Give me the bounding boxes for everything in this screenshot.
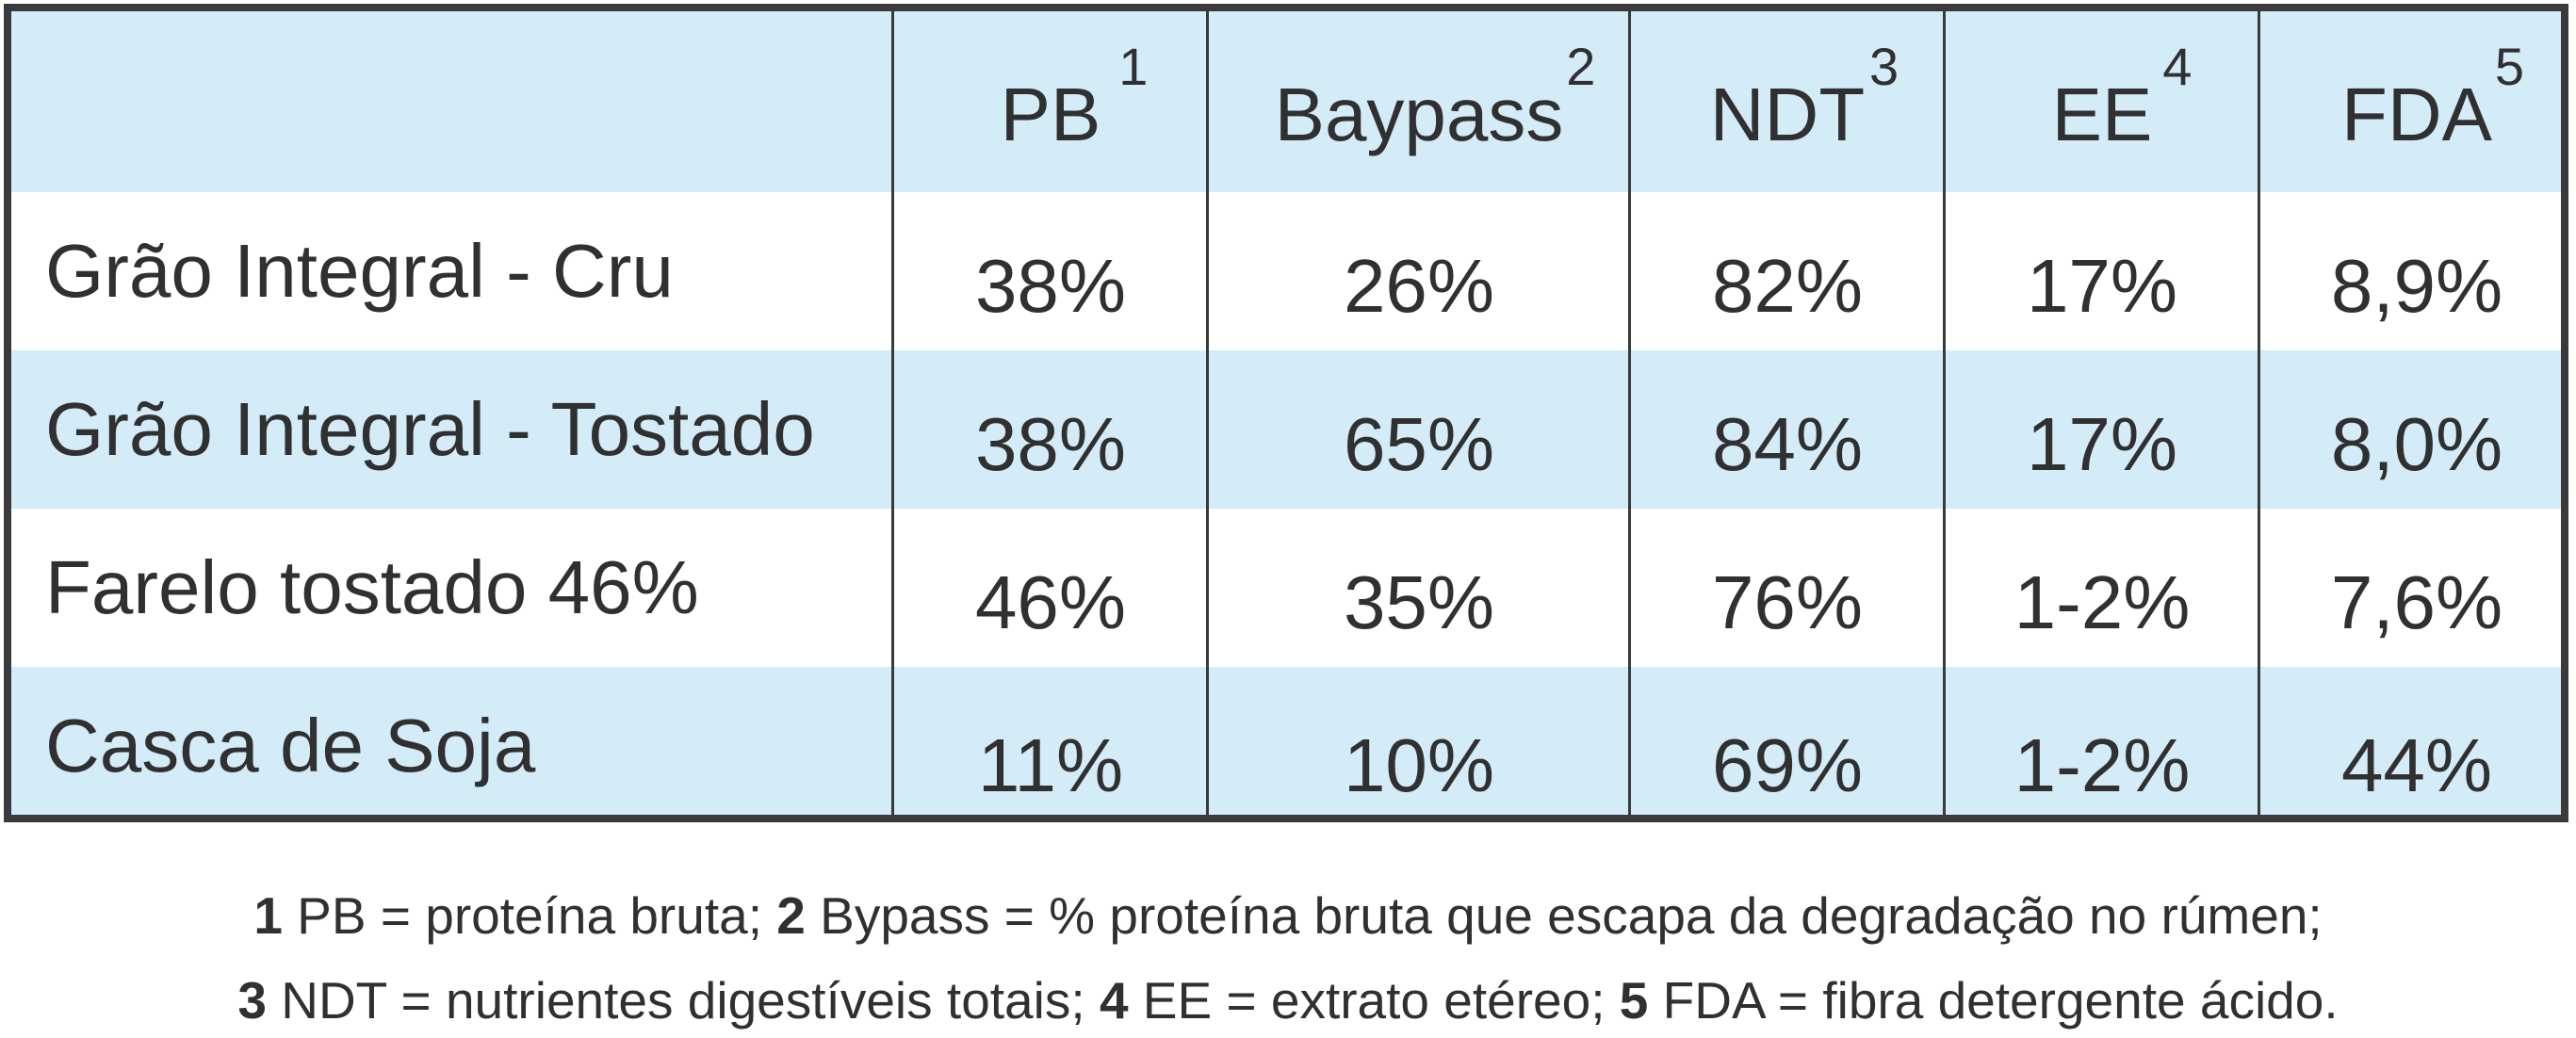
value-cell-pb: 38%	[974, 402, 1127, 486]
header-superscript: 2	[1566, 37, 1596, 96]
header-label: EE	[2051, 73, 2153, 156]
value-cell-pb: 38%	[974, 244, 1127, 328]
table-row: Grão Integral - Cru 38% 26% 82% 17% 8,9%	[11, 192, 2561, 350]
row-label: Grão Integral - Tostado	[45, 387, 815, 471]
value-cell-ndt: 82%	[1711, 244, 1864, 328]
header-cell-ndt: NDT 3	[1630, 11, 1945, 192]
header-superscript: 5	[2494, 37, 2524, 96]
value-cell-ee: 17%	[2026, 244, 2178, 328]
column-divider	[1206, 11, 1209, 815]
footnote-text: PB = proteína bruta;	[282, 886, 777, 945]
footnote-number: 3	[237, 971, 267, 1030]
value-cell-ndt: 76%	[1711, 560, 1864, 644]
footnote-number: 4	[1099, 971, 1129, 1030]
header-superscript: 4	[2162, 37, 2193, 96]
header-label: NDT	[1709, 73, 1866, 156]
footnote-line-2: 3 NDT = nutrientes digestíveis totais; 4…	[0, 970, 2576, 1030]
footnote-number: 1	[253, 886, 283, 945]
header-label: FDA	[2341, 73, 2492, 156]
nutrition-table: PB 1 Baypass 2 NDT 3 EE 4 FDA 5 Grão Integral…	[4, 4, 2568, 822]
value-cell-fda: 8,0%	[2330, 402, 2503, 486]
header-superscript: 3	[1869, 37, 1899, 96]
row-label: Farelo tostado 46%	[45, 545, 699, 629]
header-cell-pb: PB 1	[893, 11, 1208, 192]
header-cell-baypass: Baypass 2	[1208, 11, 1630, 192]
value-cell-fda: 7,6%	[2330, 560, 2503, 644]
value-cell-pb: 11%	[977, 723, 1124, 807]
value-cell-ndt: 84%	[1711, 402, 1864, 486]
footnote-number: 5	[1619, 971, 1649, 1030]
table-row: Grão Integral - Tostado 38% 65% 84% 17% …	[11, 350, 2561, 509]
header-cell-fda: FDA 5	[2259, 11, 2561, 192]
footnote-line-1: 1 PB = proteína bruta; 2 Bypass = % prot…	[0, 885, 2576, 946]
value-cell-ee: 1-2%	[2014, 560, 2191, 644]
column-divider	[2258, 11, 2260, 815]
header-superscript: 1	[1118, 37, 1149, 96]
footnote-text: NDT = nutrientes digestíveis totais;	[266, 971, 1100, 1030]
table-header-row: PB 1 Baypass 2 NDT 3 EE 4 FDA 5	[11, 11, 2561, 192]
value-cell-baypass: 35%	[1343, 560, 1495, 644]
footnote-number: 2	[776, 886, 806, 945]
value-cell-baypass: 26%	[1343, 244, 1495, 328]
value-cell-baypass: 65%	[1343, 402, 1495, 486]
table-row: Casca de Soja 11% 10% 69% 1-2% 44%	[11, 667, 2561, 815]
footnote-text: FDA = fibra detergente ácido.	[1648, 971, 2339, 1030]
value-cell-fda: 8,9%	[2330, 244, 2503, 328]
header-cell-ee: EE 4	[1945, 11, 2259, 192]
column-divider	[891, 11, 894, 815]
value-cell-ee: 17%	[2026, 402, 2178, 486]
value-cell-pb: 46%	[974, 560, 1127, 644]
table-row: Farelo tostado 46% 46% 35% 76% 1-2% 7,6%	[11, 509, 2561, 667]
column-divider	[1943, 11, 1946, 815]
row-label: Grão Integral - Cru	[45, 229, 674, 313]
row-label: Casca de Soja	[45, 704, 536, 787]
value-cell-baypass: 10%	[1343, 723, 1495, 807]
value-cell-ee: 1-2%	[2014, 723, 2191, 807]
footnote-text: EE = extrato etéreo;	[1128, 971, 1620, 1030]
value-cell-fda: 44%	[2340, 723, 2493, 807]
header-label: Baypass	[1274, 73, 1564, 156]
column-divider	[1628, 11, 1631, 815]
header-label: PB	[1000, 73, 1101, 156]
value-cell-ndt: 69%	[1711, 723, 1864, 807]
footnote-text: Bypass = % proteína bruta que escapa da …	[805, 886, 2323, 945]
